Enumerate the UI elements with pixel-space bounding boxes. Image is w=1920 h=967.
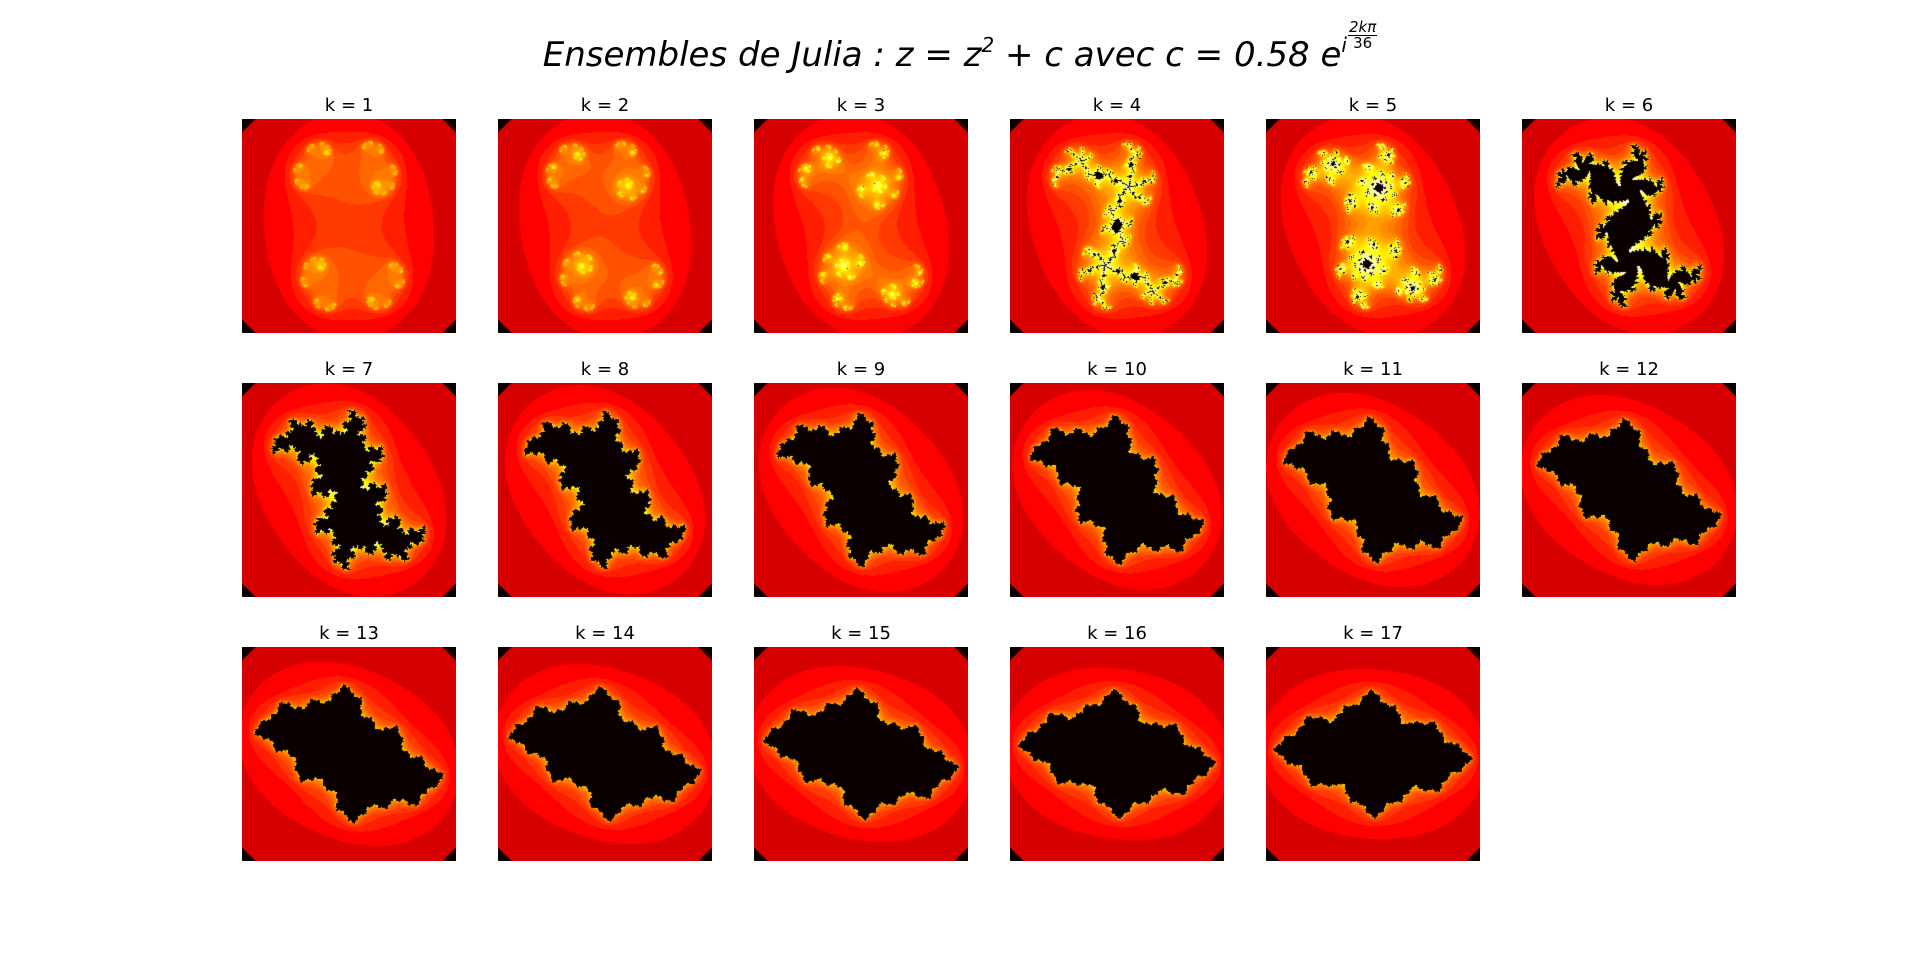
panel-title: k = 7 (324, 359, 374, 380)
panel-title: k = 5 (1348, 95, 1398, 116)
title-middle: + c avec c = 0.58 e (994, 35, 1342, 75)
julia-set-image (754, 119, 968, 333)
title-fraction-numerator: 2kπ (1347, 18, 1378, 36)
julia-set-image (242, 119, 456, 333)
julia-set-image (242, 383, 456, 597)
panel-title: k = 15 (831, 623, 891, 644)
title-fraction-denominator: 36 (1353, 34, 1373, 52)
panel-title: k = 3 (836, 95, 886, 116)
panel-title: k = 13 (319, 623, 379, 644)
panel-title: k = 11 (1343, 359, 1403, 380)
panel-title: k = 17 (1343, 623, 1403, 644)
julia-set-image (1266, 119, 1480, 333)
title-fraction: 2kπ 36 (1347, 18, 1378, 52)
julia-set-image (1010, 119, 1224, 333)
panel-title: k = 4 (1092, 95, 1142, 116)
julia-set-image (498, 383, 712, 597)
julia-set-image (1522, 119, 1736, 333)
julia-set-image (1266, 647, 1480, 861)
julia-set-image (1010, 647, 1224, 861)
panel-title: k = 16 (1087, 623, 1147, 644)
title-exponent: 2 (981, 33, 995, 57)
title-prefix: Ensembles de Julia : z = z (542, 35, 982, 75)
julia-set-image (754, 383, 968, 597)
title-exponent-prefix: i (1341, 33, 1347, 57)
panel-title: k = 12 (1599, 359, 1659, 380)
julia-set-image (498, 119, 712, 333)
julia-set-image (1010, 383, 1224, 597)
panel-title: k = 2 (580, 95, 630, 116)
julia-set-image (1266, 383, 1480, 597)
panel-title: k = 6 (1604, 95, 1654, 116)
julia-set-image (1522, 383, 1736, 597)
panel-title: k = 9 (836, 359, 886, 380)
panel-title: k = 14 (575, 623, 635, 644)
panel-title: k = 8 (580, 359, 630, 380)
julia-set-image (242, 647, 456, 861)
figure-title: Ensembles de Julia : z = z2 + c avec c =… (0, 20, 1920, 75)
panel-title: k = 10 (1087, 359, 1147, 380)
julia-set-image (498, 647, 712, 861)
panel-title: k = 1 (324, 95, 374, 116)
julia-set-image (754, 647, 968, 861)
